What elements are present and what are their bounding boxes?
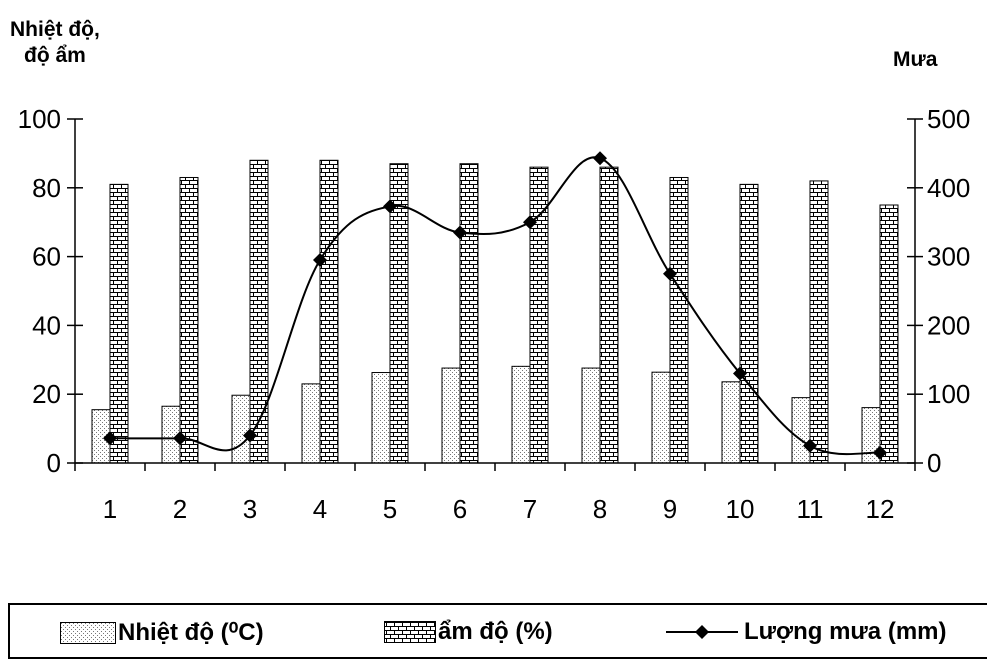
bar-temp-7 <box>511 365 531 464</box>
x-tick-label-5: 5 <box>383 494 397 524</box>
rain-point-2 <box>173 431 187 446</box>
x-tick-label-12: 12 <box>866 494 895 524</box>
y-left-tick-label-80: 80 <box>32 173 61 203</box>
y-left-tick-label-60: 60 <box>32 242 61 272</box>
rain-point-9 <box>663 266 677 281</box>
rain-point-8 <box>593 151 607 166</box>
x-tick-label-11: 11 <box>797 494 824 524</box>
x-tick-label-7: 7 <box>523 494 537 524</box>
bar-temp-9 <box>651 371 671 464</box>
x-tick-label-2: 2 <box>173 494 187 524</box>
bar-temp-4 <box>301 383 321 464</box>
y-right-tick-label-200: 200 <box>927 310 970 340</box>
bar-humidity-6 <box>459 163 479 464</box>
left-axis-title: Nhiệt độ, độ ẩm <box>10 17 100 69</box>
rain-point-3 <box>243 428 257 443</box>
legend-item-rain: Lượng mưa (mm) <box>664 618 947 646</box>
bar-temp-6 <box>441 367 461 464</box>
bar-humidity-9 <box>669 176 689 464</box>
x-tick-label-1: 1 <box>103 494 117 524</box>
legend-swatch-temp <box>60 621 116 644</box>
bar-humidity-1 <box>109 183 129 464</box>
y-right-tick-label-100: 100 <box>927 379 970 409</box>
y-right-tick-label-500: 500 <box>927 104 970 134</box>
right-axis-title: Mưa <box>893 48 938 71</box>
rain-point-10 <box>733 366 747 381</box>
bar-humidity-12 <box>879 204 899 464</box>
x-tick-label-6: 6 <box>453 494 467 524</box>
bar-temp-11 <box>791 397 811 464</box>
legend-label-temp: Nhiệt độ (⁰C) <box>118 619 264 646</box>
y-left-tick-label-40: 40 <box>32 310 61 340</box>
bar-humidity-10 <box>739 183 759 464</box>
bar-temp-10 <box>721 381 741 464</box>
series-line-rain <box>109 156 881 456</box>
legend-item-temp: Nhiệt độ (⁰C) <box>60 618 264 647</box>
legend-swatch-humidity <box>384 621 436 643</box>
left-axis-title-line2: độ ẩm <box>24 44 86 67</box>
legend: Nhiệt độ (⁰C) ẩm độ (%) Lượng mưa (mm) <box>8 603 987 659</box>
x-tick-label-4: 4 <box>313 494 327 524</box>
legend-item-humidity: ẩm độ (%) <box>384 618 553 646</box>
y-left-tick-label-0: 0 <box>47 448 61 478</box>
rain-point-5 <box>383 199 397 214</box>
legend-label-rain: Lượng mưa (mm) <box>744 618 947 645</box>
bar-humidity-4 <box>319 159 339 464</box>
x-tick-label-9: 9 <box>663 494 677 524</box>
rain-point-7 <box>523 215 537 230</box>
bar-humidity-8 <box>599 166 619 464</box>
legend-label-humidity: ẩm độ (%) <box>438 618 553 645</box>
x-tick-label-10: 10 <box>726 494 755 524</box>
x-tick-label-3: 3 <box>243 494 257 524</box>
y-right-tick-label-400: 400 <box>927 173 970 203</box>
rain-point-1 <box>103 431 117 446</box>
y-right-tick-label-0: 0 <box>927 448 941 478</box>
rain-point-6 <box>453 225 467 240</box>
legend-swatch-rain <box>666 625 738 639</box>
rain-point-4 <box>313 253 327 268</box>
y-right-tick-label-300: 300 <box>927 242 970 272</box>
bar-temp-8 <box>581 367 601 464</box>
y-left-tick-label-20: 20 <box>32 379 61 409</box>
bar-temp-3 <box>231 394 251 464</box>
bar-humidity-11 <box>809 180 829 464</box>
rain-point-11 <box>803 438 817 453</box>
bar-temp-5 <box>371 372 391 464</box>
rain-point-12 <box>873 445 887 460</box>
bar-humidity-7 <box>529 166 549 464</box>
bar-humidity-3 <box>249 159 269 464</box>
left-axis-title-line1: Nhiệt độ, <box>10 18 100 41</box>
x-tick-label-8: 8 <box>593 494 607 524</box>
y-left-tick-label-100: 100 <box>18 104 61 134</box>
bar-humidity-2 <box>179 176 199 464</box>
